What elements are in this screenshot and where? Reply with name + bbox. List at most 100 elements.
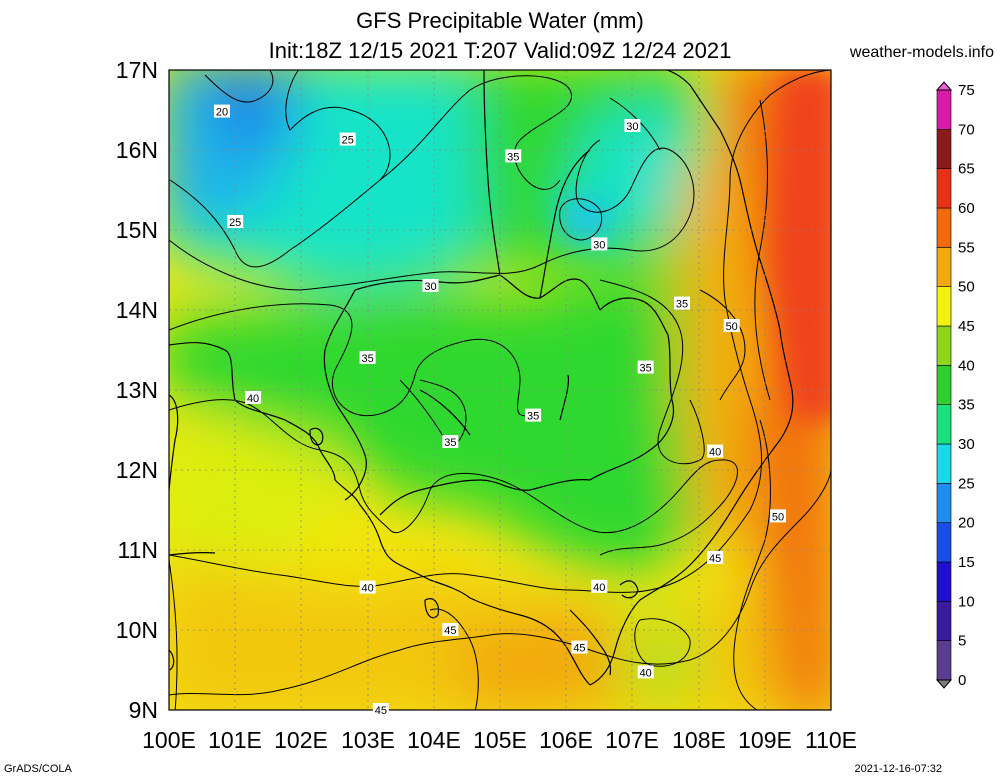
island: [619, 580, 639, 599]
svg-text:45: 45: [375, 705, 387, 717]
lat-label: 10N: [116, 617, 158, 643]
contour-line: [634, 618, 691, 667]
colorbar-swatch: [936, 640, 952, 681]
svg-text:35: 35: [444, 437, 456, 449]
svg-text:35: 35: [640, 363, 652, 375]
contour-line: [733, 419, 771, 710]
contour-line: [559, 198, 603, 241]
coastline: [334, 479, 591, 686]
svg-text:25: 25: [229, 217, 241, 229]
colorbar-swatch: [936, 561, 952, 602]
svg-text:35: 35: [676, 299, 688, 311]
colorbar-label: 50: [958, 279, 975, 296]
lon-label: 109E: [738, 727, 792, 753]
colorbar-swatch: [936, 207, 952, 248]
contour-line: [429, 608, 479, 710]
lat-label: 13N: [116, 377, 158, 403]
lon-label: 104E: [407, 727, 461, 753]
contour-label: 35: [525, 408, 542, 423]
contour-label: 50: [770, 509, 787, 523]
colorbar-label: 15: [958, 554, 975, 571]
svg-text:30: 30: [593, 239, 605, 251]
island: [424, 598, 440, 619]
contour-label: 40: [359, 580, 376, 595]
contour-label: 20: [213, 104, 230, 119]
contour-line: [699, 289, 746, 401]
contour-label: 30: [422, 279, 439, 293]
plot-frame: [168, 69, 832, 711]
svg-text:40: 40: [709, 447, 721, 459]
colorbar-swatch: [936, 325, 952, 366]
island: [169, 649, 175, 671]
colorbar-swatch: [936, 404, 952, 445]
colorbar-label: 70: [958, 121, 975, 138]
coastline: [665, 70, 721, 131]
graticule: [169, 70, 831, 710]
contour-line: [169, 303, 531, 417]
contour-label: 45: [707, 551, 724, 565]
footer-timestamp: 2021-12-16-07:32: [854, 763, 942, 775]
contour-label: 40: [591, 579, 608, 594]
svg-text:25: 25: [342, 135, 354, 147]
coastline: [589, 129, 794, 686]
contour-line: [169, 399, 738, 556]
border: [323, 289, 367, 501]
colorbar: 0 5 10 15 20 25 30 35 40 45 50 55 60 65 70 75: [935, 81, 975, 689]
lat-label: 16N: [116, 137, 158, 163]
contour-labels: 20 25 25 30 35 30 30 35 50 35 35 40 35 35 40 50 45 40 40 45…: [213, 104, 787, 717]
colorbar-label: 55: [958, 239, 975, 256]
lat-label: 11N: [118, 537, 159, 563]
lat-label: 15N: [116, 217, 158, 243]
lat-label: 12N: [116, 457, 158, 483]
footer-credit: GrADS/COLA: [4, 763, 72, 775]
contour-label: 30: [624, 119, 641, 133]
contour-label: 40: [707, 444, 724, 459]
colorbar-label: 30: [958, 436, 975, 453]
svg-text:45: 45: [573, 643, 585, 655]
border: [169, 394, 179, 491]
lon-label: 100E: [142, 727, 196, 753]
colorbar-swatch: [936, 522, 952, 563]
contour-label: 40: [637, 665, 654, 679]
coastlines-borders: [169, 70, 794, 686]
border: [379, 479, 591, 516]
contour-line: [169, 70, 391, 268]
lake: [419, 389, 471, 436]
lat-label: 17N: [116, 57, 158, 83]
contour-label: 35: [442, 435, 459, 449]
contour-label: 25: [339, 132, 356, 147]
border: [483, 70, 501, 276]
contour-label: 45: [442, 623, 459, 637]
contour-label: 45: [372, 703, 389, 717]
coastline: [169, 342, 336, 481]
lat-label: 9N: [129, 697, 158, 723]
svg-text:40: 40: [361, 583, 373, 595]
contour-label: 25: [227, 215, 244, 229]
colorbar-min-arrow: [935, 679, 953, 689]
river: [559, 374, 570, 421]
lon-label: 107E: [605, 727, 659, 753]
site-label: weather-models.info: [849, 44, 994, 61]
colorbar-swatch: [936, 247, 952, 287]
colorbar-label: 60: [958, 200, 975, 217]
colorbar-max-arrow: [935, 81, 953, 91]
colorbar-swatch: [936, 129, 952, 169]
svg-text:35: 35: [527, 411, 539, 423]
border: [589, 297, 674, 481]
svg-text:30: 30: [424, 281, 436, 293]
contour-line: [599, 279, 705, 465]
precipitable-water-field: [169, 70, 831, 710]
lon-label: 101E: [208, 727, 262, 753]
lat-label: 14N: [116, 297, 158, 323]
map-title: GFS Precipitable Water (mm): [356, 8, 644, 33]
svg-text:35: 35: [361, 353, 373, 365]
svg-text:35: 35: [507, 151, 519, 163]
colorbar-swatch: [936, 168, 952, 209]
map-subtitle: Init:18Z 12/15 2021 T:207 Valid:09Z 12/2…: [268, 38, 732, 63]
colorbar-label: 45: [958, 318, 975, 335]
colorbar-label: 10: [958, 593, 975, 610]
svg-text:50: 50: [772, 511, 784, 523]
contour-label: 40: [245, 391, 262, 405]
lon-label: 103E: [341, 727, 395, 753]
